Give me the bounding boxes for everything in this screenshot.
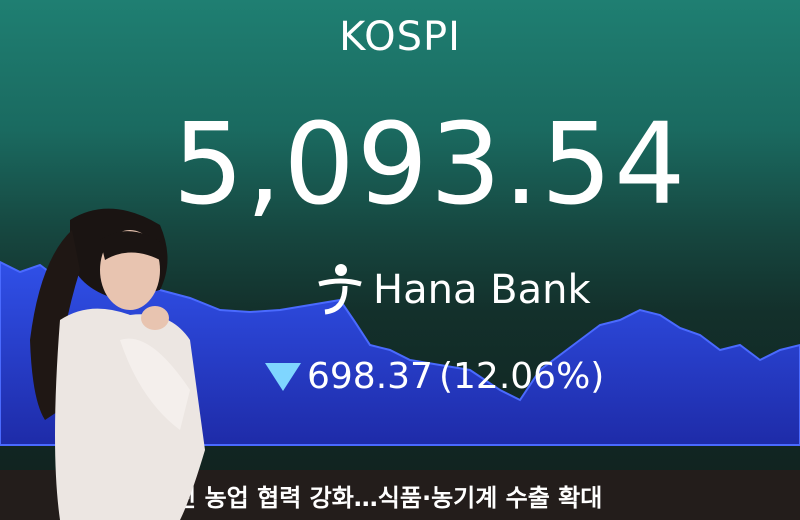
- index-name: KOSPI: [339, 14, 461, 60]
- down-triangle-icon: [265, 362, 301, 391]
- woman-figure: [30, 208, 205, 520]
- index-change: 698.37 (12.06%): [265, 356, 665, 397]
- bank-name: Hana Bank: [373, 267, 591, 313]
- change-value: 698.37: [307, 356, 433, 397]
- bank-logo: Hana Bank: [315, 262, 605, 318]
- change-percent: (12.06%): [438, 356, 605, 397]
- news-ticker-headline: 필리핀 농업 협력 강화…식품·농기계 수출 확대: [130, 484, 603, 512]
- hana-logo-icon: [318, 264, 362, 315]
- index-value: 5,093.54: [172, 100, 688, 230]
